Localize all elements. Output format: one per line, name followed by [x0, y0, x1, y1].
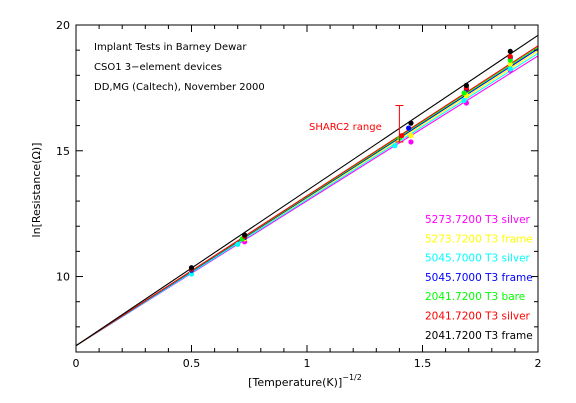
y-axis-label: ln[Resistance(Ω)] — [30, 143, 43, 238]
x-tick-label-4: 1.5 — [414, 357, 432, 370]
point-s7-5 — [507, 48, 513, 55]
fit-line-3 — [75, 52, 539, 347]
x-tick-label-3: 1 — [304, 357, 311, 370]
point-s6-3 — [399, 133, 405, 139]
point-s3-1 — [188, 271, 195, 277]
note-line-2: CSO1 3−element devices — [94, 62, 222, 73]
legend-entry-3: 5045.7000 T3 silver — [425, 253, 531, 265]
point-s7-2 — [242, 232, 248, 238]
plot-lines — [75, 34, 539, 347]
data-points — [188, 48, 513, 277]
axis-ticks — [75, 24, 539, 353]
tick-labels: 0 0.5 1 1.5 2 10 15 20 — [56, 19, 542, 370]
sharc2-annotation: SHARC2 range — [309, 104, 404, 143]
legend-entry-5: 2041.7200 T3 bare — [425, 291, 525, 303]
point-s1-3 — [408, 139, 414, 145]
point-s2-3 — [408, 133, 414, 139]
note-line-1: Implant Tests in Barney Dewar — [94, 42, 247, 53]
legend-entry-1: 5273.7200 T3 silver — [425, 214, 531, 226]
x-tick-label-2: 0.5 — [183, 357, 201, 370]
x-axis-label: [Temperature(K)]−1/2 — [248, 373, 362, 389]
point-s6-5 — [507, 53, 513, 60]
legend: 5273.7200 T3 silver 5273.7200 T3 frame 504… — [425, 214, 533, 342]
x-tick-label-5: 2 — [535, 357, 542, 370]
sharc2-range-label: SHARC2 range — [309, 122, 382, 133]
legend-entry-6: 2041.7200 T3 silver — [425, 311, 531, 323]
y-tick-label-1: 10 — [56, 271, 70, 284]
notes-block: Implant Tests in Barney Dewar CSO1 3−ele… — [94, 42, 265, 93]
x-tick-label-1: 0 — [73, 357, 80, 370]
legend-entry-2: 5273.7200 T3 frame — [425, 233, 533, 245]
legend-entry-7: 2041.7200 T3 frame — [425, 330, 533, 342]
point-s7-4 — [463, 82, 469, 88]
fit-line-7 — [75, 34, 539, 347]
note-line-3: DD,MG (Caltech), November 2000 — [94, 82, 265, 93]
point-s4-3 — [406, 125, 412, 131]
point-s3-3 — [392, 143, 398, 149]
point-s7-1 — [188, 265, 195, 271]
fit-line-6 — [75, 45, 539, 347]
point-s3-2 — [235, 241, 241, 247]
point-s5-4 — [461, 90, 467, 96]
point-s3-5 — [507, 66, 513, 72]
point-s2-5 — [507, 61, 513, 67]
point-s3-4 — [461, 97, 467, 104]
x-axis-label-exponent: −1/2 — [342, 373, 362, 382]
legend-entry-4: 5045.7000 T3 frame — [425, 272, 533, 284]
x-axis-label-base: [Temperature(K)] — [248, 376, 342, 389]
y-tick-label-2: 15 — [56, 145, 70, 158]
point-s7-3 — [408, 120, 414, 126]
y-tick-label-3: 20 — [56, 19, 70, 32]
point-s5-5 — [507, 57, 513, 63]
